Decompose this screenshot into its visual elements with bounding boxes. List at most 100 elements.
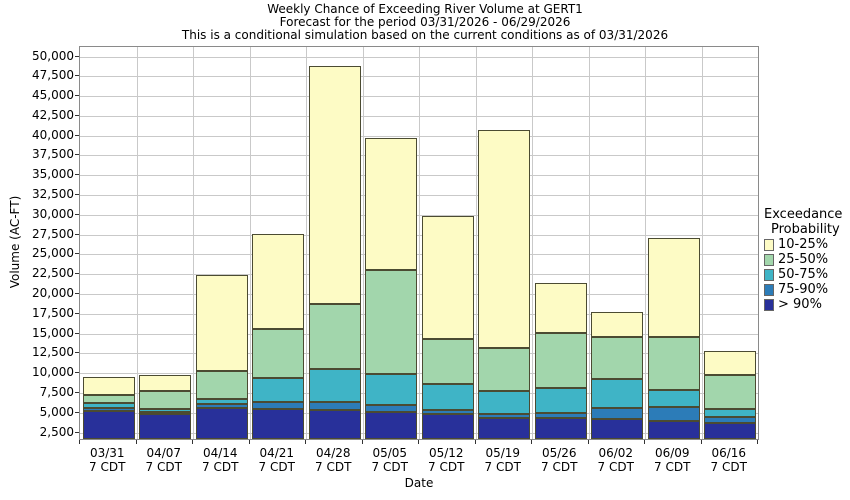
y-tick-mark: [75, 432, 79, 433]
bar-segment-2550: [252, 328, 304, 379]
y-tick-mark: [75, 174, 79, 175]
legend-item-label: 50-75%: [778, 267, 829, 282]
x-tick-mark: [475, 440, 476, 444]
y-tick-mark: [75, 253, 79, 254]
bar-segment-7590: [139, 411, 191, 414]
bar-segment-2550: [704, 374, 756, 409]
legend-item: 75-90%: [764, 282, 850, 297]
x-tick-mark: [79, 440, 80, 444]
bar-segment-1025: [648, 237, 700, 337]
bar-segment-2550: [591, 336, 643, 379]
x-gridline: [137, 47, 138, 439]
x-tick-label: 05/12 7 CDT: [428, 446, 465, 474]
bar-segment-5075: [196, 398, 248, 404]
bar-segment-7590: [252, 401, 304, 409]
bar-segment-1025: [139, 374, 191, 392]
x-tick-label: 06/02 7 CDT: [597, 446, 634, 474]
x-gridline: [250, 47, 251, 439]
bar-segment-2550: [196, 370, 248, 399]
y-tick-mark: [75, 214, 79, 215]
x-gridline: [419, 47, 420, 439]
bar-segment-1025: [422, 216, 474, 340]
bar-segment-2550: [648, 336, 700, 390]
x-tick-label: 04/14 7 CDT: [202, 446, 239, 474]
y-tick-mark: [75, 75, 79, 76]
legend-items: 10-25% 25-50% 50-75% 75-90% > 90%: [764, 237, 850, 312]
bar-segment-7590: [478, 414, 530, 419]
x-tick-label: 04/21 7 CDT: [258, 446, 295, 474]
bar-segment-5075: [591, 378, 643, 409]
y-tick-label: 37,500: [32, 147, 74, 161]
bar-segment-5075: [309, 368, 361, 402]
bar-segment-90: [83, 410, 135, 439]
bar-segment-90: [309, 410, 361, 439]
plot-area: [79, 46, 759, 440]
y-tick-label: 47,500: [32, 68, 74, 82]
y-tick-label: 30,000: [32, 207, 74, 221]
legend-item: 10-25%: [764, 237, 850, 252]
y-tick-label: 22,500: [32, 266, 74, 280]
legend-swatch-icon: [764, 253, 774, 266]
x-tick-label: 06/09 7 CDT: [654, 446, 691, 474]
x-gridline: [702, 47, 703, 439]
x-tick-mark: [362, 440, 363, 444]
bar-segment-7590: [591, 408, 643, 419]
y-tick-label: 10,000: [32, 365, 74, 379]
x-gridline: [589, 47, 590, 439]
bar-segment-2550: [139, 391, 191, 409]
legend-item-label: 25-50%: [778, 252, 829, 267]
x-axis-label: Date: [404, 476, 434, 490]
x-tick-label: 03/31 7 CDT: [89, 446, 126, 474]
y-tick-label: 5,000: [39, 405, 74, 419]
bar-segment-7590: [422, 409, 474, 415]
x-tick-mark: [757, 440, 758, 444]
x-tick-mark: [305, 440, 306, 444]
y-tick-mark: [75, 56, 79, 57]
bar-segment-1025: [309, 66, 361, 304]
bar-segment-90: [704, 423, 756, 439]
bar-segment-2550: [478, 348, 530, 392]
bar-segment-90: [196, 407, 248, 439]
bar-segment-1025: [478, 130, 530, 349]
bar-segment-7590: [704, 416, 756, 424]
bar-segment-7590: [309, 401, 361, 411]
x-tick-label: 06/16 7 CDT: [710, 446, 747, 474]
y-tick-mark: [75, 95, 79, 96]
x-tick-mark: [249, 440, 250, 444]
y-tick-label: 40,000: [32, 128, 74, 142]
bar-segment-2550: [83, 394, 135, 403]
y-tick-label: 42,500: [32, 108, 74, 122]
bar-segment-5075: [535, 387, 587, 414]
bar-segment-5075: [365, 374, 417, 405]
y-tick-mark: [75, 154, 79, 155]
legend-swatch-icon: [764, 238, 774, 251]
bar-segment-7590: [365, 404, 417, 413]
bar-segment-7590: [196, 403, 248, 408]
bar-segment-5075: [83, 402, 135, 408]
y-tick-label: 45,000: [32, 88, 74, 102]
x-gridline: [532, 47, 533, 439]
bar-segment-5075: [139, 408, 191, 412]
y-tick-label: 50,000: [32, 49, 74, 63]
bar-segment-90: [591, 418, 643, 439]
bar-segment-90: [252, 408, 304, 439]
bar-segment-90: [139, 413, 191, 439]
x-tick-mark: [136, 440, 137, 444]
legend-item: 50-75%: [764, 267, 850, 282]
bar-segment-2550: [422, 339, 474, 384]
y-tick-mark: [75, 392, 79, 393]
x-tick-mark: [418, 440, 419, 444]
y-tick-mark: [75, 333, 79, 334]
y-tick-mark: [75, 234, 79, 235]
bar-segment-1025: [252, 233, 304, 329]
x-gridline: [306, 47, 307, 439]
legend-title-line2: Probability: [771, 222, 840, 237]
legend-title-line1: Exceedance: [764, 207, 843, 222]
legend-item-label: > 90%: [778, 297, 822, 312]
bar-segment-2550: [309, 303, 361, 369]
x-tick-label: 04/28 7 CDT: [315, 446, 352, 474]
x-tick-mark: [701, 440, 702, 444]
chart-subtitle-period: Forecast for the period 03/31/2026 - 06/…: [279, 15, 571, 29]
bar-segment-7590: [535, 413, 587, 418]
